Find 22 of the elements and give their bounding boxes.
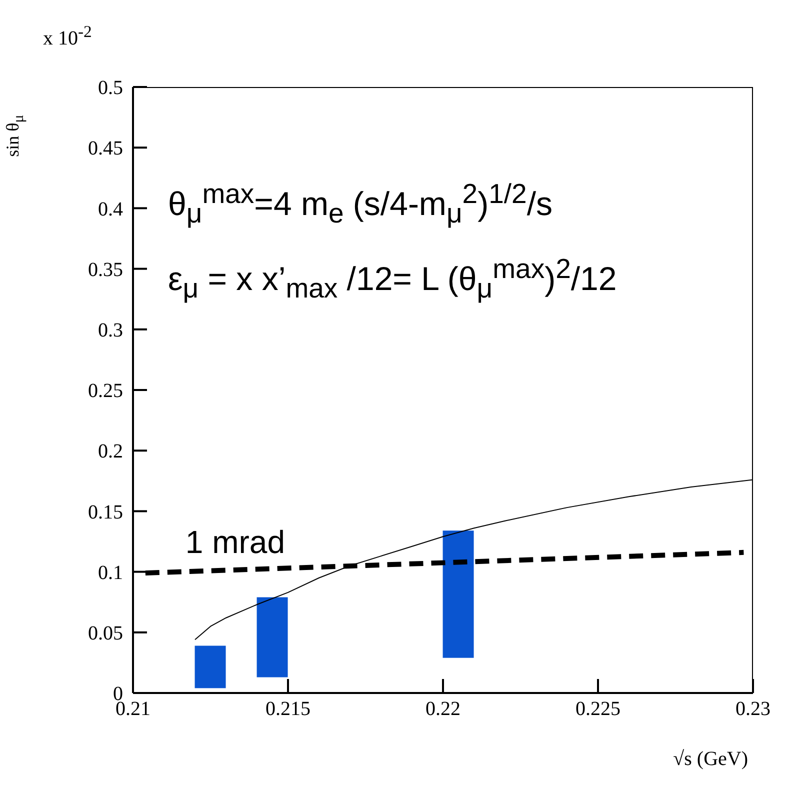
y-tick-label: 0.25 [88,380,123,402]
y-tick-label: 0.5 [98,77,123,100]
y-tick-label: 0.05 [88,622,123,644]
y-tick-label: 0.2 [98,440,123,463]
x-axis-title: √s (GeV) [673,748,748,771]
y-tick-label: 0.15 [88,501,123,524]
bar [442,530,474,658]
text: θ$_{μ}$$^{max}$=4 m$_{e}$ (s/4-m$_{μ}$$^{2}$)$^{1/2}$/s [168,178,552,229]
x-tick-label: 0.23 [736,698,770,720]
y-tick-label: 0.35 [88,258,123,281]
y-tick-label: 0.3 [98,320,123,342]
text: ε$_{μ}$ = x x’$_{max}$ /12= L (θ$_{μ}$$^{max}$)$^{2}$/12 [168,253,617,304]
bar [194,646,226,688]
x-tick-label: 0.225 [576,698,620,720]
text: x 10$^{-2}$ [43,22,92,51]
bar [256,597,288,678]
y-tick-label: 0.4 [98,198,123,220]
y-tick-label: 0.1 [98,562,123,584]
x-tick-label: 0.22 [426,698,460,720]
y-tick-label: 0.45 [88,138,123,160]
x-tick-label: 0.215 [266,698,310,720]
series-label: 1 mrad [185,524,285,560]
